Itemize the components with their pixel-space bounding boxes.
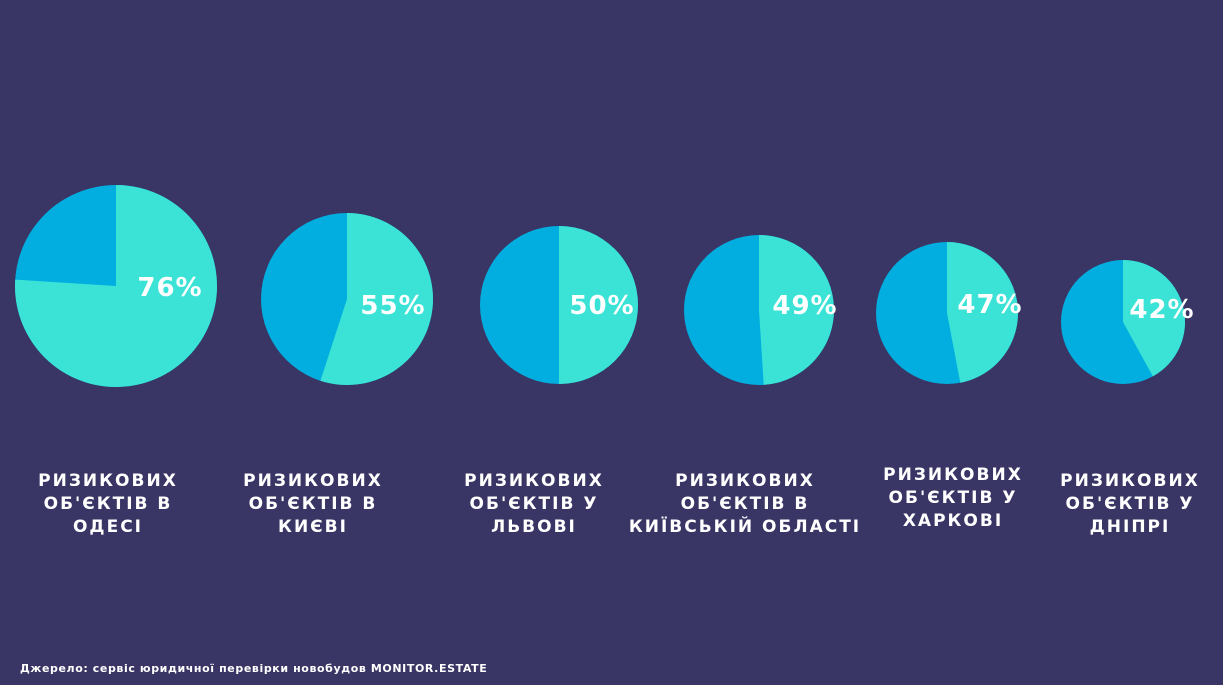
caption-line: ДНІПРІ (1089, 517, 1171, 537)
source-note: Джерело: сервіс юридичної перевірки ново… (20, 662, 488, 675)
percent-label: 76% (137, 273, 202, 303)
caption-line: ОБ'ЄКТІВ В (680, 494, 810, 514)
slice-caption: РИЗИКОВИХ ОБ'ЄКТІВ В ОДЕСІ (0, 470, 228, 539)
slice-caption: РИЗИКОВИХ ОБ'ЄКТІВ У ХАРКОВІ (833, 464, 1073, 533)
percent-label: 55% (360, 291, 425, 321)
slice-caption: РИЗИКОВИХ ОБ'ЄКТІВ В КИЇВСЬКІЙ ОБЛАСТІ (625, 470, 865, 539)
caption-line: РИЗИКОВИХ (38, 471, 178, 491)
caption-line: ЛЬВОВІ (491, 517, 577, 537)
caption-line: РИЗИКОВИХ (883, 465, 1023, 485)
caption-line: ОБ'ЄКТІВ У (469, 494, 599, 514)
caption-line: РИЗИКОВИХ (243, 471, 383, 491)
caption-line: РИЗИКОВИХ (675, 471, 815, 491)
caption-line: ОБ'ЄКТІВ У (888, 488, 1018, 508)
pie-share-slice (1123, 260, 1186, 377)
caption-line: ОДЕСІ (72, 517, 143, 537)
caption-line: РИЗИКОВИХ (1060, 471, 1200, 491)
pie-share-slice (15, 185, 218, 387)
pie-share-slice (559, 226, 638, 384)
pie-share-slice (947, 242, 1019, 383)
slice-caption: РИЗИКОВИХ ОБ'ЄКТІВ У ЛЬВОВІ (414, 470, 654, 539)
slice-caption: РИЗИКОВИХ ОБ'ЄКТІВ В КИЄВІ (193, 470, 433, 539)
percent-label: 42% (1129, 295, 1194, 325)
pie-share-slice (320, 213, 433, 385)
caption-line: КИЄВІ (278, 517, 348, 537)
percent-label: 49% (772, 291, 837, 321)
caption-line: ОБ'ЄКТІВ У (1065, 494, 1195, 514)
caption-line: ОБ'ЄКТІВ В (43, 494, 173, 514)
caption-line: КИЇВСЬКІЙ ОБЛАСТІ (628, 517, 862, 537)
caption-line: ХАРКОВІ (902, 511, 1004, 531)
percent-label: 47% (957, 290, 1022, 320)
percent-label: 50% (569, 291, 634, 321)
caption-line: РИЗИКОВИХ (464, 471, 604, 491)
pie-share-slice (759, 235, 834, 385)
slice-caption: РИЗИКОВИХ ОБ'ЄКТІВ У ДНІПРІ (1010, 470, 1223, 539)
caption-line: ОБ'ЄКТІВ В (248, 494, 378, 514)
